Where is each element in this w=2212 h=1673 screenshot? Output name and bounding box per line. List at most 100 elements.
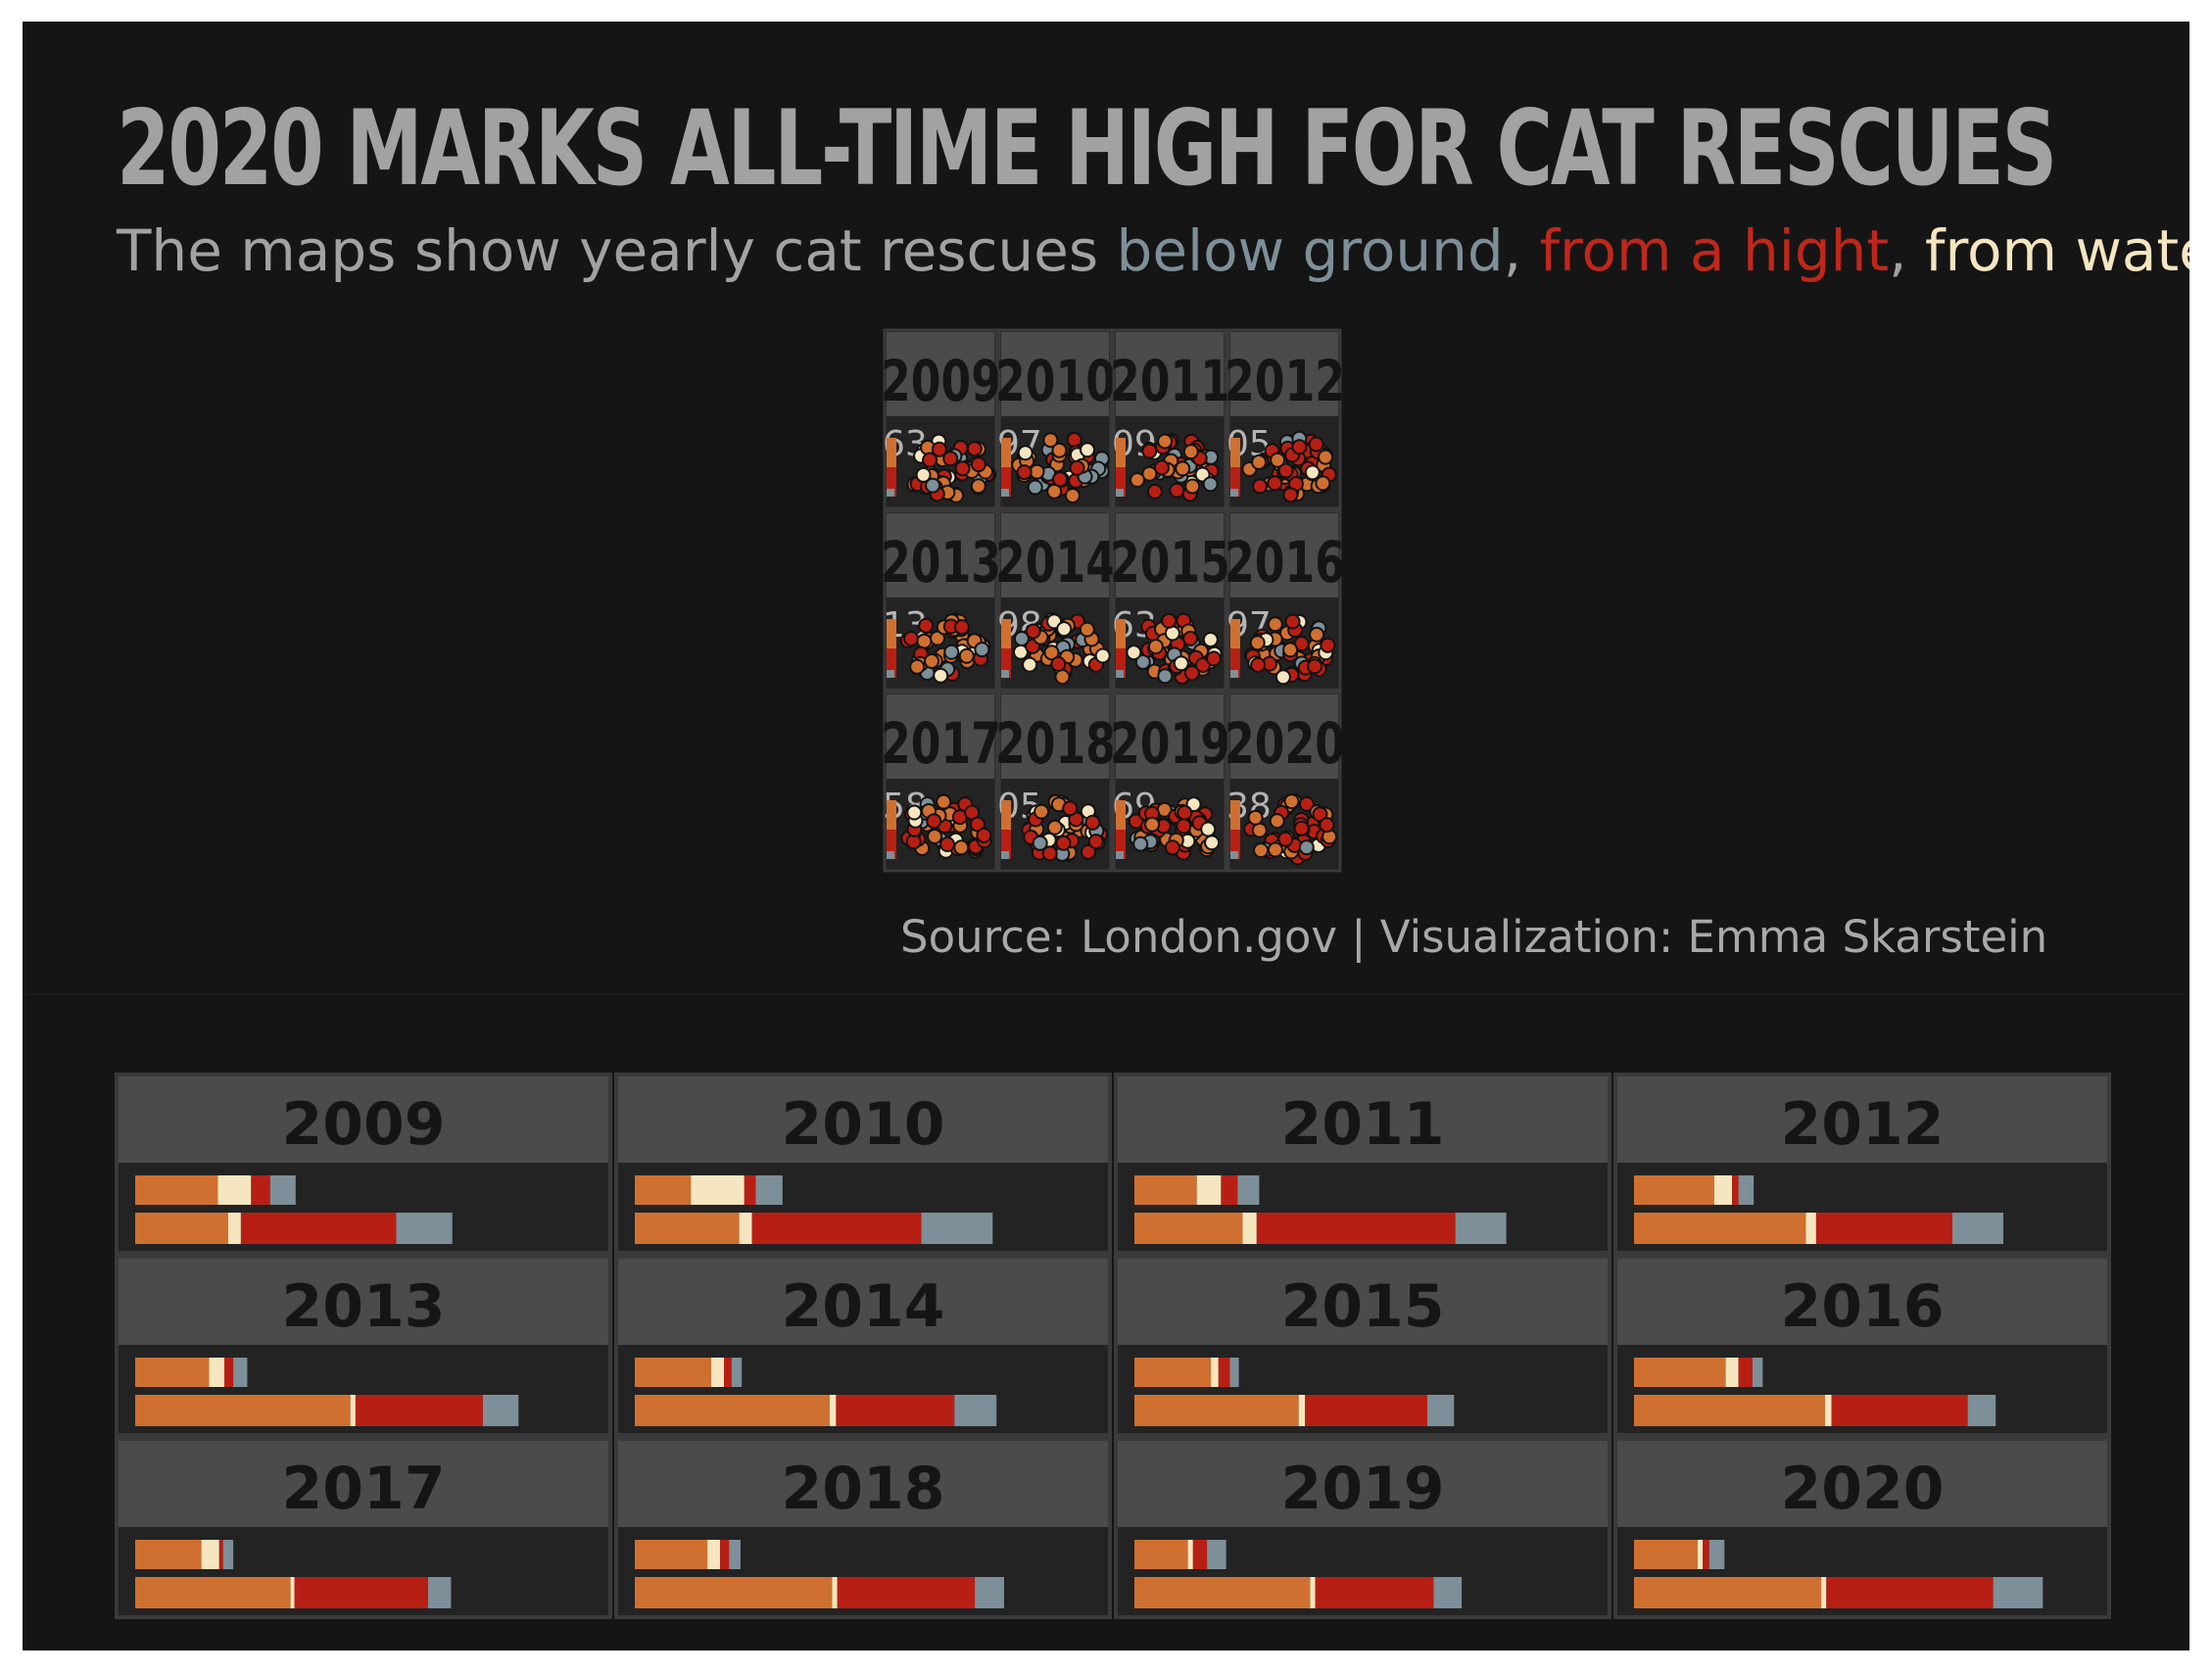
- rescue-point: [1308, 436, 1324, 453]
- map-panel-mini-bar: [1230, 851, 1238, 859]
- map-panel-mini-bar: [1001, 830, 1011, 859]
- bar-segment-from-height: [1732, 1175, 1739, 1205]
- rescue-point: [1202, 476, 1219, 493]
- bar-segment-below-ground: [1433, 1577, 1463, 1608]
- bar-segment-from-water: [1825, 1395, 1832, 1426]
- bar-panel-2009: 2009: [115, 1073, 612, 1255]
- map-panel-header: [1001, 513, 1109, 598]
- rescue-point: [1132, 836, 1149, 852]
- map-panel-year: 2010: [995, 348, 1116, 414]
- rescue-point: [1267, 475, 1283, 492]
- rescue-point: [1315, 475, 1331, 492]
- rescue-point: [1041, 845, 1058, 862]
- rescue-point: [924, 653, 939, 669]
- rescue-point: [1081, 843, 1096, 860]
- rescue-point: [1298, 795, 1315, 812]
- bar-segment-from-water: [832, 1577, 838, 1608]
- rescue-point: [954, 460, 971, 477]
- bar-segment-from-height: [251, 1175, 270, 1205]
- bar-segment-below-ground: [1427, 1395, 1455, 1426]
- rescue-point: [1080, 442, 1095, 458]
- bar-segment-below-ground: [428, 1577, 452, 1608]
- map-panel-mini-bar: [1116, 830, 1126, 859]
- subtitle-intro: The maps show yearly cat rescues: [117, 217, 1117, 284]
- map-panel-mini-bar: [1116, 851, 1124, 859]
- bar-segment-below-ground: [729, 1540, 741, 1569]
- rescue-point: [1161, 612, 1178, 629]
- bar-segment-below-ground: [975, 1577, 1004, 1608]
- bar-segment-from-height: [1221, 1175, 1238, 1205]
- rescue-point: [1270, 452, 1286, 468]
- map-panel-mini-bar: [887, 648, 896, 678]
- bar-panel-2010: 2010: [614, 1073, 1112, 1255]
- bar-segment-from-water: [711, 1358, 724, 1387]
- rescue-point: [1022, 656, 1038, 673]
- map-panel-header: [1230, 332, 1338, 416]
- rescue-point: [1052, 471, 1068, 488]
- bar-segment-below-ground: [269, 1175, 296, 1205]
- map-panel-header: [887, 332, 994, 416]
- bar-panel-header: [1118, 1076, 1608, 1163]
- map-panel-year: 2019: [1110, 710, 1230, 777]
- bar-panel-header: [1118, 1441, 1608, 1527]
- map-panel-year: 2016: [1225, 529, 1345, 596]
- rescue-point: [1284, 613, 1301, 630]
- bar-segment-other: [635, 1213, 740, 1244]
- bar-segment-other: [135, 1540, 202, 1569]
- bar-panel-2015: 2015: [1114, 1255, 1611, 1437]
- map-panel-mini-bar: [887, 670, 894, 678]
- rescue-point: [1046, 483, 1063, 500]
- bar-panel-year: 2010: [782, 1090, 945, 1159]
- rescue-point: [958, 647, 975, 664]
- rescue-point: [1141, 443, 1158, 459]
- bar-segment-from-height: [1831, 1395, 1968, 1426]
- bar-segment-below-ground: [731, 1358, 743, 1387]
- rescue-bars-grid: 2009 2010 2011 2012 2013 2014 2015 2016 2017 2018…: [115, 1073, 2111, 1619]
- rescue-point: [1202, 632, 1219, 647]
- bar-segment-from-water: [707, 1540, 721, 1569]
- rescue-point: [909, 658, 926, 675]
- bar-segment-from-height: [1218, 1358, 1230, 1387]
- rescue-point: [1274, 669, 1291, 686]
- map-panel-mini-bar: [1001, 648, 1011, 678]
- chart-frame: 2020 MARKS ALL-TIME HIGH FOR CAT RESCUES…: [23, 22, 2189, 1650]
- rescue-point: [1046, 819, 1063, 836]
- rescue-point: [942, 451, 959, 467]
- rescue-point: [925, 477, 941, 494]
- rescue-point: [1154, 459, 1170, 476]
- map-panel-year: 2020: [1225, 710, 1345, 777]
- bar-segment-other: [135, 1395, 351, 1426]
- rescue-point: [1043, 645, 1060, 661]
- rescue-point: [1147, 639, 1164, 655]
- bar-segment-other: [635, 1577, 833, 1608]
- bar-segment-other: [1634, 1175, 1714, 1205]
- bar-segment-from-water: [1196, 1175, 1222, 1205]
- bar-segment-from-height: [224, 1358, 234, 1387]
- bar-panel-year: 2014: [782, 1272, 945, 1341]
- rescue-point: [933, 667, 949, 684]
- rescue-point: [1032, 835, 1048, 851]
- rescue-point: [918, 617, 935, 634]
- map-panel-header: [1116, 694, 1224, 779]
- map-panel-header: [887, 513, 994, 598]
- rescue-point: [974, 642, 990, 658]
- bar-segment-from-height: [836, 1395, 955, 1426]
- bar-segment-other: [1134, 1395, 1299, 1426]
- map-panel-header: [1116, 332, 1224, 416]
- map-panel-year: 2014: [995, 529, 1116, 596]
- rescue-point: [976, 827, 992, 843]
- bar-segment-from-water: [1805, 1213, 1816, 1244]
- bar-segment-from-height: [240, 1213, 397, 1244]
- rescue-point: [1252, 478, 1269, 495]
- bar-panel-header: [119, 1441, 608, 1527]
- bar-panel-header: [618, 1076, 1108, 1163]
- subtitle-below-ground: below ground: [1116, 217, 1504, 284]
- rescue-point: [1283, 793, 1300, 810]
- bar-segment-from-height: [1738, 1358, 1753, 1387]
- bar-panel-year: 2015: [1281, 1272, 1445, 1341]
- rescue-point: [1184, 478, 1201, 495]
- map-panel-header: [887, 694, 994, 779]
